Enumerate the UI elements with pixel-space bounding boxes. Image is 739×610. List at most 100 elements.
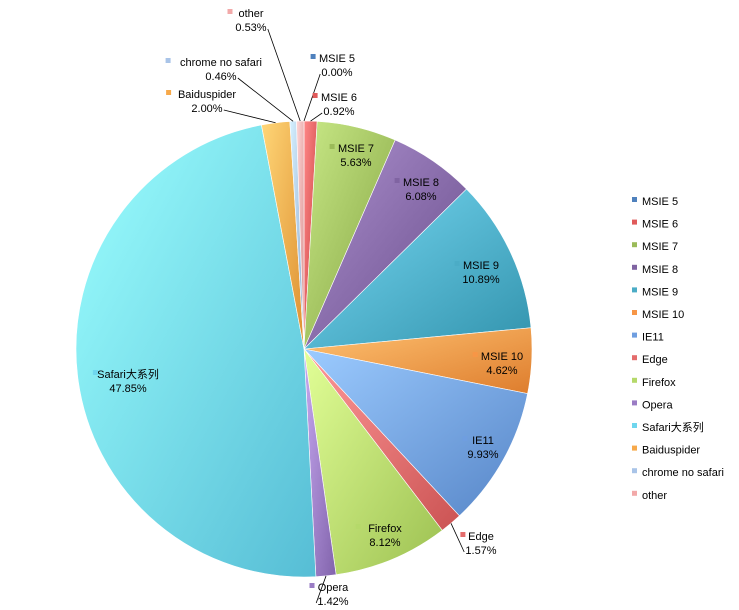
slice-label-swatch-opera-9 — [309, 583, 315, 588]
slice-label-swatch-edge-7 — [460, 532, 466, 537]
slice-label-msie-7-2: MSIE 7 5.63% — [329, 143, 374, 169]
slice-label-name-ie11-6: IE11 — [472, 435, 494, 447]
leader-line-edge-7 — [450, 523, 465, 553]
slice-label-value-baiduspider-11: 2.00% — [191, 103, 222, 115]
legend-label-msie-8-3: MSIE 8 — [642, 264, 678, 276]
chart-legend: MSIE 5 MSIE 6 MSIE 7 MSIE 8 MSIE 9 MSIE 10 IE1… — [632, 196, 724, 502]
slice-label-other-13: other 0.53% — [227, 8, 267, 34]
leader-lines — [223, 28, 465, 604]
slice-label-value-firefox-8: 8.12% — [369, 537, 400, 549]
slice-label-value-opera-9: 1.42% — [317, 596, 348, 608]
slice-label-swatch-firefox-8 — [355, 524, 361, 529]
slice-label-safari-10: Safari大系列 47.85% — [92, 367, 159, 395]
legend-item-opera-9: Opera — [632, 399, 673, 411]
slice-label-msie-5-0: MSIE 5 0.00% — [310, 53, 355, 79]
legend-swatch-baiduspider-11 — [632, 445, 637, 451]
slice-label-swatch-ie11-6 — [462, 436, 468, 441]
slice-label-name-safari-10: Safari大系列 — [97, 367, 159, 381]
slice-label-opera-9: Opera 1.42% — [309, 582, 349, 608]
slice-label-name-msie-8-3: MSIE 8 — [403, 177, 439, 189]
legend-swatch-chrome-no-safari-12 — [632, 468, 637, 474]
legend-label-chrome-no-safari-12: chrome no safari — [642, 467, 724, 479]
legend-label-msie-6-1: MSIE 6 — [642, 219, 678, 231]
slice-label-msie-10-5: MSIE 10 4.62% — [472, 351, 523, 377]
slice-label-edge-7: Edge 1.57% — [460, 531, 497, 557]
slice-label-baiduspider-11: Baiduspider 2.00% — [166, 89, 236, 115]
legend-item-chrome-no-safari-12: chrome no safari — [632, 467, 724, 479]
slice-label-name-edge-7: Edge — [468, 531, 494, 543]
legend-item-edge-7: Edge — [632, 354, 668, 366]
legend-swatch-msie-10-5 — [632, 310, 637, 315]
slice-label-swatch-msie-9-4 — [454, 261, 460, 266]
legend-swatch-msie-9-4 — [632, 287, 637, 293]
slice-label-swatch-msie-6-1 — [312, 93, 318, 98]
slice-label-msie-6-1: MSIE 6 0.92% — [312, 92, 357, 118]
slice-label-chrome-no-safari-12: chrome no safari 0.46% — [165, 57, 262, 83]
slice-label-value-chrome-no-safari-12: 0.46% — [205, 71, 236, 83]
leader-line-msie-5-0 — [303, 73, 321, 122]
legend-label-safari-10: Safari大系列 — [642, 420, 704, 434]
slice-label-value-msie-5-0: 0.00% — [321, 67, 352, 79]
slice-label-value-msie-7-2: 5.63% — [340, 157, 371, 169]
slice-label-firefox-8: Firefox 8.12% — [355, 523, 402, 549]
legend-item-safari-10: Safari大系列 — [632, 420, 704, 434]
slice-label-value-msie-8-3: 6.08% — [405, 191, 436, 203]
slice-label-name-msie-6-1: MSIE 6 — [321, 92, 357, 104]
legend-item-baiduspider-11: Baiduspider — [632, 445, 700, 457]
legend-label-msie-7-2: MSIE 7 — [642, 241, 678, 253]
pie-slice-safari-10 — [75, 124, 317, 578]
slice-label-value-msie-9-4: 10.89% — [462, 274, 500, 286]
legend-swatch-ie11-6 — [632, 332, 637, 338]
legend-item-ie11-6: IE11 — [632, 332, 664, 344]
slice-label-swatch-other-13 — [227, 9, 233, 14]
leader-line-opera-9 — [315, 575, 327, 604]
legend-swatch-safari-10 — [632, 423, 637, 428]
slice-label-name-msie-5-0: MSIE 5 — [319, 53, 355, 65]
slice-label-name-chrome-no-safari-12: chrome no safari — [180, 57, 262, 69]
legend-swatch-msie-7-2 — [632, 242, 637, 248]
slice-label-value-msie-6-1: 0.92% — [323, 106, 354, 118]
slice-label-name-msie-9-4: MSIE 9 — [463, 260, 499, 272]
legend-label-msie-5-0: MSIE 5 — [642, 196, 678, 208]
slice-label-swatch-chrome-no-safari-12 — [165, 58, 171, 63]
slice-label-swatch-safari-10 — [92, 370, 98, 375]
slice-labels: MSIE 5 0.00% MSIE 6 0.92% MSIE 7 5.63% MSIE 8 6… — [92, 8, 523, 608]
legend-label-ie11-6: IE11 — [642, 332, 664, 344]
slice-label-name-firefox-8: Firefox — [368, 523, 402, 535]
slice-label-value-other-13: 0.53% — [235, 22, 266, 34]
legend-item-msie-10-5: MSIE 10 — [632, 309, 684, 321]
slice-label-msie-9-4: MSIE 9 10.89% — [454, 260, 500, 286]
slice-label-name-msie-7-2: MSIE 7 — [338, 143, 374, 155]
slice-label-value-ie11-6: 9.93% — [467, 449, 498, 461]
legend-label-msie-9-4: MSIE 9 — [642, 286, 678, 298]
legend-swatch-other-13 — [632, 490, 637, 496]
legend-swatch-msie-8-3 — [632, 264, 637, 270]
legend-swatch-edge-7 — [632, 355, 637, 361]
pie-slice-msie-9-4 — [303, 188, 532, 350]
slice-label-value-edge-7: 1.57% — [465, 545, 496, 557]
pie-slice-ie11-6 — [303, 348, 528, 517]
legend-label-edge-7: Edge — [642, 354, 668, 366]
slice-label-value-msie-10-5: 4.62% — [486, 365, 517, 377]
pie-slices — [75, 120, 533, 578]
pie-slice-firefox-8 — [303, 347, 443, 576]
slice-label-swatch-msie-8-3 — [394, 178, 400, 183]
legend-swatch-msie-5-0 — [632, 197, 637, 202]
slice-label-name-baiduspider-11: Baiduspider — [178, 89, 236, 101]
leader-line-chrome-no-safari-12 — [237, 77, 294, 122]
slice-label-swatch-msie-5-0 — [310, 54, 316, 59]
legend-label-opera-9: Opera — [642, 399, 673, 411]
legend-label-msie-10-5: MSIE 10 — [642, 309, 684, 321]
slice-label-value-safari-10: 47.85% — [109, 383, 147, 395]
slice-label-name-other-13: other — [238, 8, 263, 20]
slice-label-msie-8-3: MSIE 8 6.08% — [394, 177, 439, 203]
slice-label-name-msie-10-5: MSIE 10 — [481, 351, 523, 363]
slice-label-swatch-msie-10-5 — [472, 352, 478, 357]
legend-swatch-msie-6-1 — [632, 219, 637, 225]
legend-label-other-13: other — [642, 490, 667, 502]
legend-item-other-13: other — [632, 490, 667, 502]
legend-label-firefox-8: Firefox — [642, 377, 676, 389]
slice-label-name-opera-9: Opera — [318, 582, 349, 594]
leader-line-msie-6-1 — [310, 112, 323, 122]
